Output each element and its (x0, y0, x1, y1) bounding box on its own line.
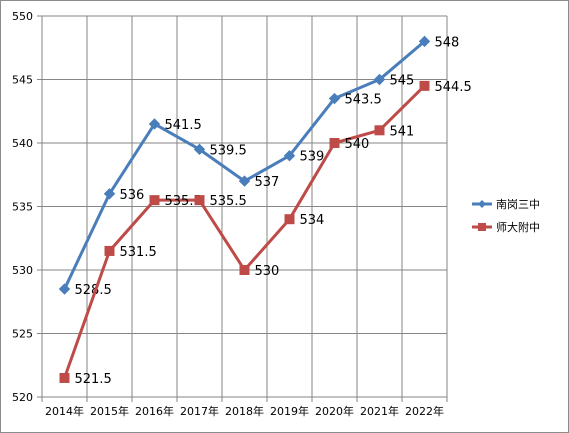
x-tick-label: 2022年 (405, 404, 444, 418)
x-tick-label: 2016年 (135, 404, 174, 418)
data-label: 528.5 (75, 283, 112, 298)
x-tick-label: 2018年 (225, 404, 264, 418)
data-label: 548 (435, 35, 460, 50)
legend-marker (478, 200, 486, 208)
y-tick-label: 525 (12, 328, 33, 341)
data-label: 535.5 (165, 194, 202, 209)
data-label: 540 (345, 137, 370, 152)
x-tick-label: 2014年 (45, 404, 84, 418)
data-point (104, 245, 115, 256)
data-point (103, 188, 116, 200)
data-point (238, 175, 251, 187)
data-point (193, 143, 206, 156)
x-tick-label: 2017年 (180, 404, 219, 418)
data-label: 530 (255, 264, 280, 279)
y-tick-label: 520 (12, 391, 33, 404)
data-point (329, 138, 340, 148)
data-label: 539 (300, 150, 325, 165)
x-tick-label: 2019年 (270, 404, 309, 418)
data-label: 543.5 (345, 93, 382, 108)
y-tick-label: 535 (12, 201, 33, 214)
data-point (149, 195, 160, 206)
data-point (283, 149, 296, 162)
data-label: 541 (390, 124, 415, 139)
data-point (148, 118, 161, 130)
data-point (59, 372, 70, 383)
x-tick-label: 2015年 (90, 404, 129, 418)
data-point (418, 35, 431, 48)
data-label: 539.5 (210, 143, 247, 158)
x-tick-label: 2020年 (315, 404, 354, 418)
data-point (194, 195, 205, 206)
data-point (419, 80, 430, 91)
legend-label: 南岗三中 (496, 198, 540, 211)
data-point (328, 92, 341, 105)
data-label: 535.5 (210, 194, 247, 209)
y-tick-label: 540 (12, 137, 33, 150)
y-tick-label: 545 (12, 74, 33, 87)
data-label: 537 (255, 175, 280, 190)
data-label: 541.5 (165, 118, 202, 133)
y-tick-label: 550 (12, 10, 33, 23)
data-label: 536 (120, 188, 145, 203)
data-label: 521.5 (75, 372, 112, 387)
data-label: 531.5 (120, 245, 157, 260)
data-label: 534 (300, 213, 325, 228)
legend-marker (478, 223, 486, 231)
y-tick-label: 530 (12, 264, 33, 277)
data-point (58, 283, 71, 295)
data-label: 544.5 (435, 80, 472, 95)
data-point (284, 214, 295, 225)
data-point (239, 265, 250, 275)
data-label: 545 (390, 74, 415, 89)
data-point (373, 73, 386, 86)
data-point (374, 125, 385, 136)
legend-label: 师大附中 (496, 220, 540, 234)
x-tick-label: 2021年 (360, 404, 399, 418)
